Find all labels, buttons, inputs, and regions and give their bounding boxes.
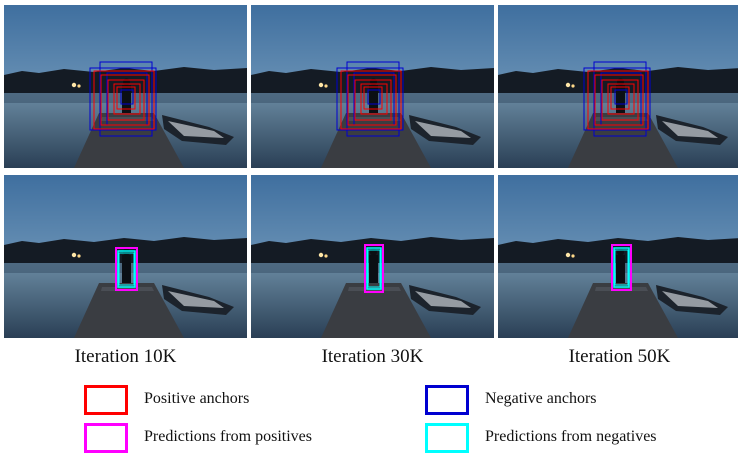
positive-anchor-swatch: [84, 385, 128, 415]
legend-label: Positive anchors: [144, 390, 250, 407]
legend-label: Negative anchors: [485, 390, 597, 407]
negative-anchor-swatch: [425, 385, 469, 415]
caption-30k: Iteration 30K: [321, 346, 424, 367]
anchors-panel-30k: [251, 5, 494, 168]
anchors-panel-50k: [498, 5, 738, 168]
caption-10k: Iteration 10K: [74, 346, 177, 367]
legend-label: Predictions from negatives: [485, 428, 657, 445]
anchors-panel-10k: [4, 5, 247, 168]
legend-label: Predictions from positives: [144, 428, 312, 445]
predictions-panel-50k: [498, 175, 738, 338]
predictions-panel-10k: [4, 175, 247, 338]
prediction-positive-swatch: [84, 423, 128, 453]
predictions-panel-30k: [251, 175, 494, 338]
caption-50k: Iteration 50K: [568, 346, 671, 367]
prediction-negative-swatch: [425, 423, 469, 453]
